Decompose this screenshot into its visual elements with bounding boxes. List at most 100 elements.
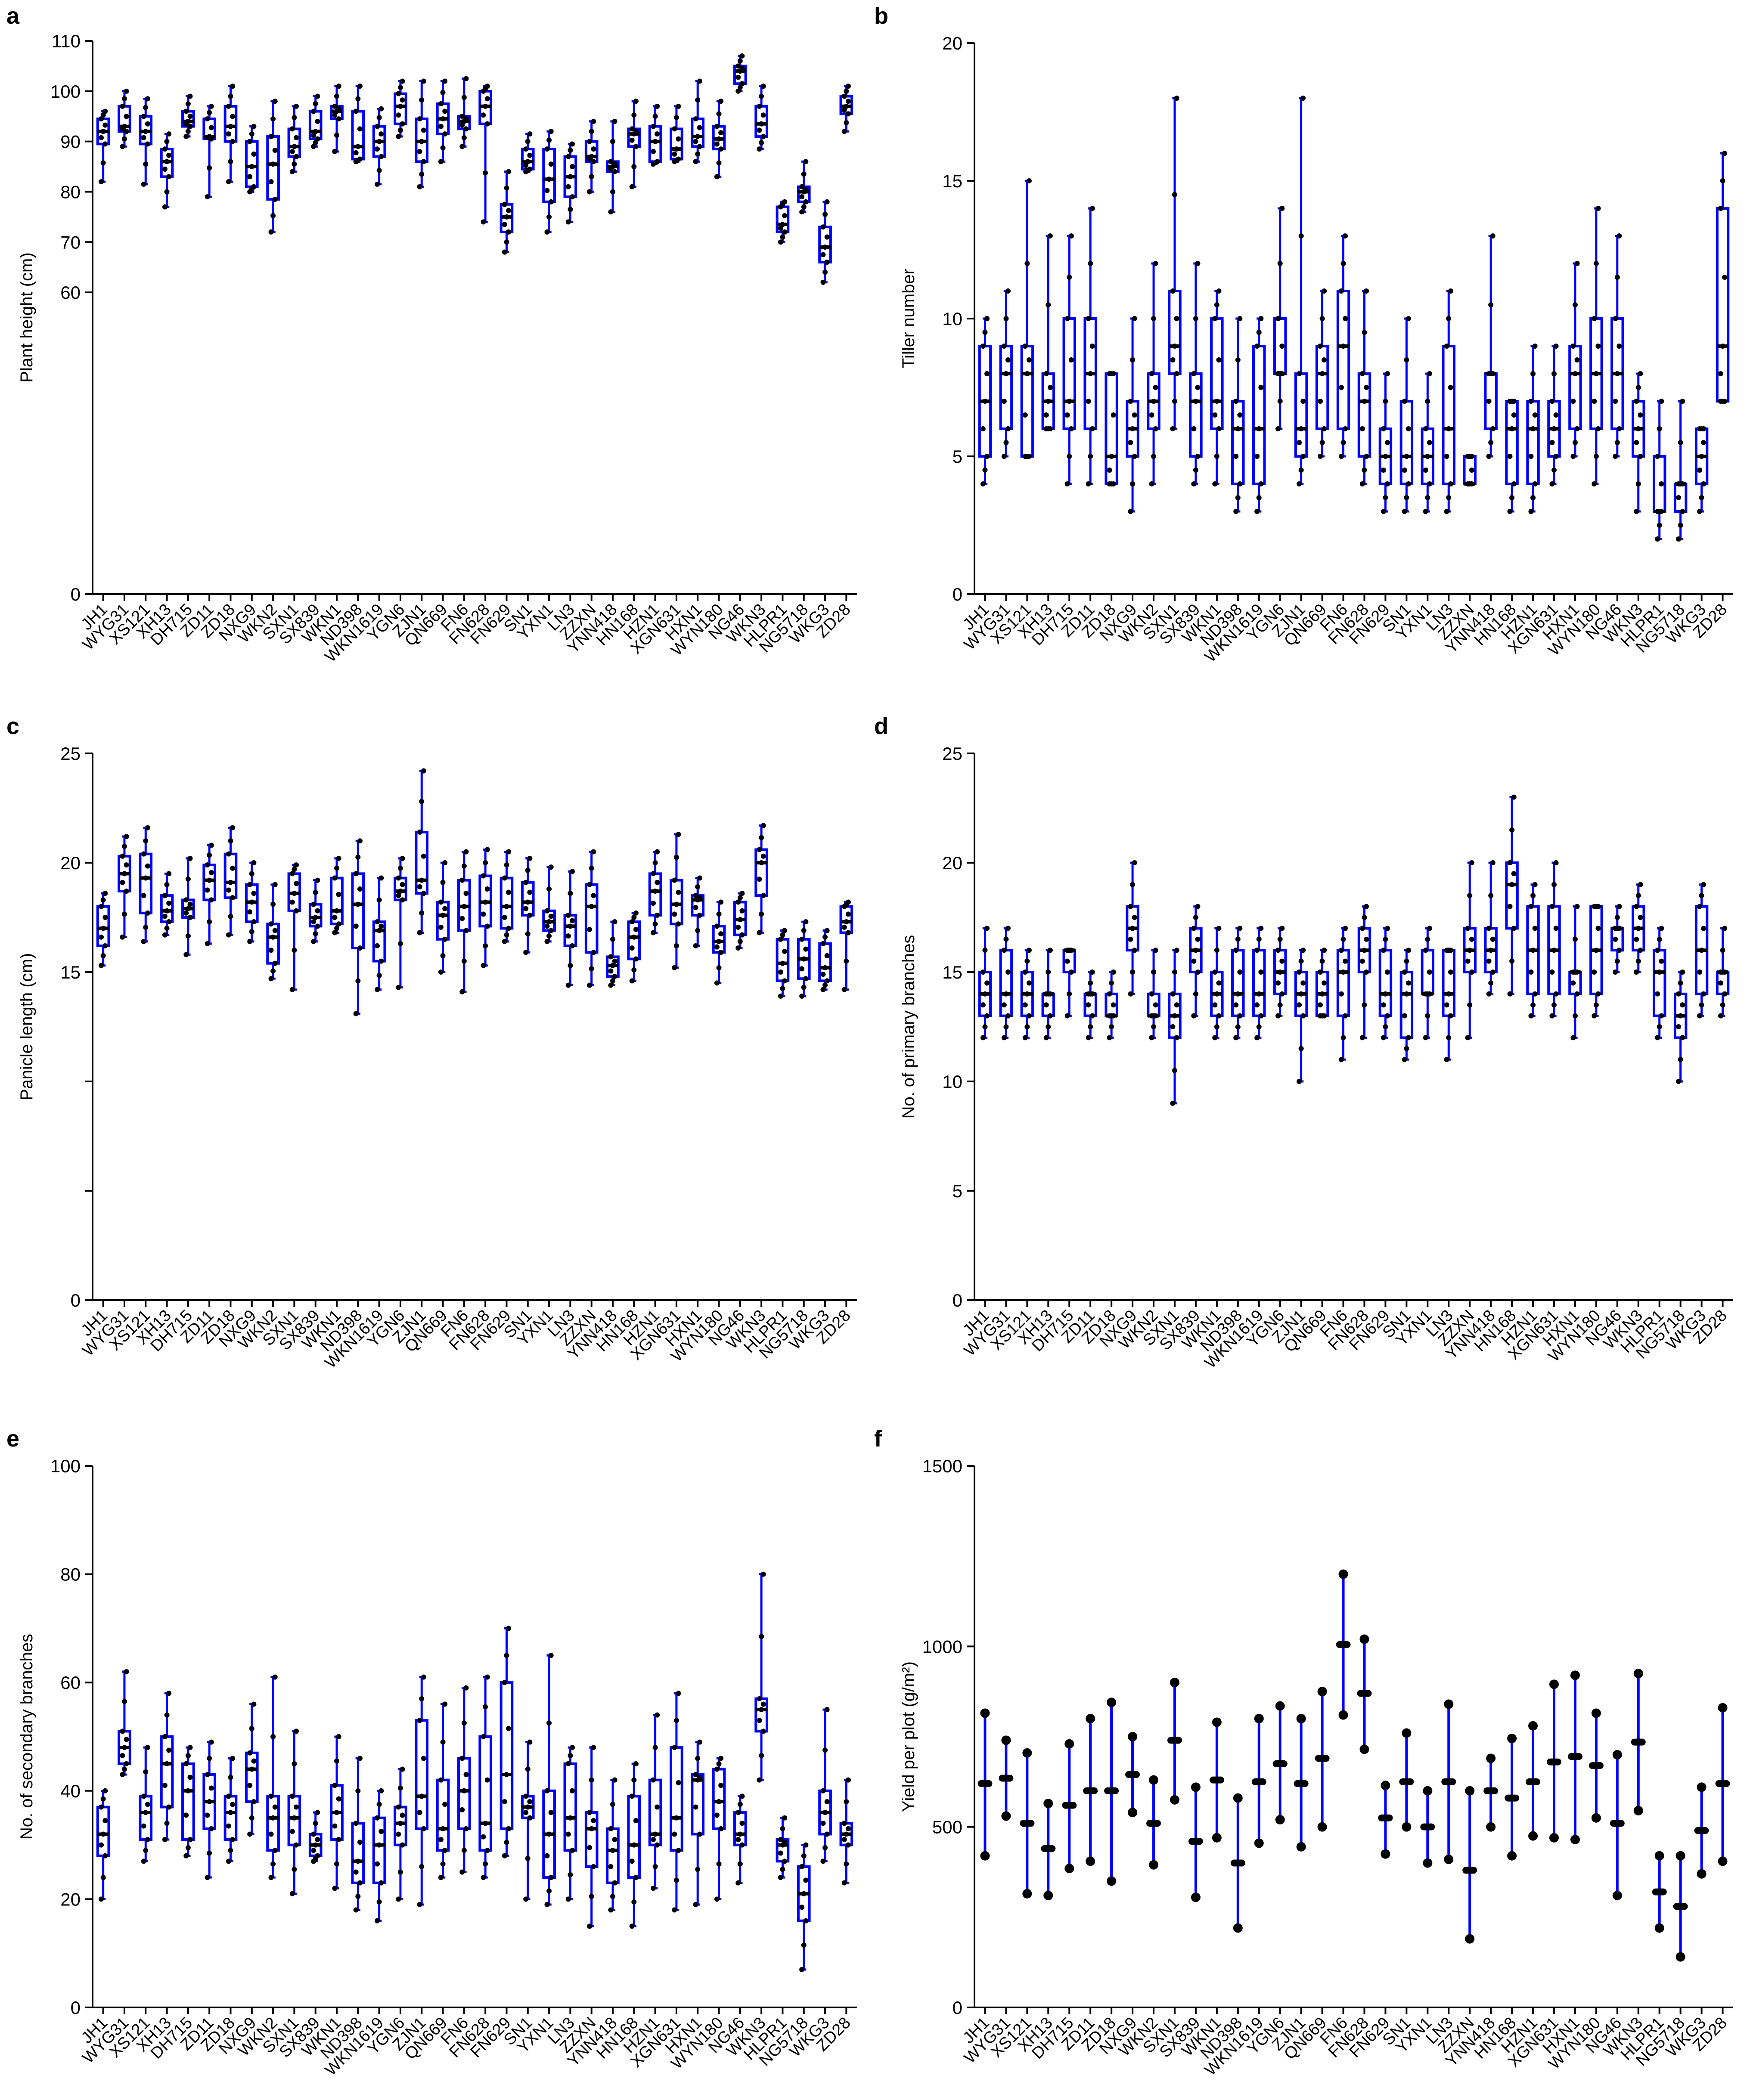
box-YXN1 bbox=[1421, 926, 1435, 1041]
data-point bbox=[1298, 958, 1304, 964]
data-point bbox=[548, 199, 554, 204]
data-point bbox=[376, 1842, 382, 1848]
data-point bbox=[650, 124, 656, 129]
data-point bbox=[673, 1877, 679, 1883]
data-point bbox=[1254, 509, 1260, 514]
data-point bbox=[102, 915, 108, 920]
data-point bbox=[1300, 399, 1306, 404]
box-LN3 bbox=[1442, 288, 1455, 514]
data-point bbox=[120, 934, 125, 940]
data-point bbox=[1212, 1035, 1218, 1041]
data-point bbox=[502, 201, 507, 207]
data-point bbox=[396, 893, 401, 898]
data-point bbox=[1638, 454, 1643, 459]
data-point bbox=[438, 969, 444, 975]
data-point bbox=[1423, 948, 1428, 953]
box-XS121 bbox=[139, 96, 153, 187]
data-point bbox=[1191, 481, 1197, 486]
data-point bbox=[1613, 399, 1618, 404]
box-YNN418 bbox=[606, 118, 620, 215]
data-point bbox=[1172, 344, 1177, 349]
data-point bbox=[228, 1848, 233, 1853]
data-point bbox=[1174, 316, 1179, 321]
data-point bbox=[652, 889, 658, 894]
range-SN1 bbox=[1399, 1728, 1414, 1832]
data-point bbox=[100, 1875, 106, 1880]
data-point bbox=[353, 1821, 359, 1826]
data-point bbox=[1359, 926, 1365, 931]
box-WKN1619 bbox=[1252, 316, 1266, 514]
data-point bbox=[1532, 926, 1538, 931]
data-point bbox=[1718, 206, 1723, 211]
data-point bbox=[1191, 926, 1197, 931]
data-point bbox=[228, 1775, 233, 1780]
data-point bbox=[463, 1826, 469, 1831]
data-point bbox=[1256, 1024, 1262, 1029]
data-point bbox=[1046, 1024, 1051, 1029]
data-point bbox=[980, 426, 986, 431]
box-WKG3 bbox=[818, 1707, 832, 1864]
y-tick-label: 20 bbox=[60, 853, 81, 873]
data-point bbox=[591, 1864, 596, 1869]
data-point bbox=[525, 867, 531, 873]
data-point bbox=[459, 144, 465, 149]
range-mid-marker bbox=[977, 1780, 993, 1787]
data-point bbox=[1322, 357, 1327, 362]
data-point bbox=[591, 1818, 596, 1823]
data-point bbox=[1634, 969, 1639, 975]
box-ZZXN bbox=[1463, 860, 1477, 1041]
box-HXN1 bbox=[1568, 904, 1582, 1041]
box-FN628 bbox=[478, 84, 492, 225]
data-point bbox=[1655, 536, 1660, 542]
data-point bbox=[100, 897, 106, 903]
data-point bbox=[1469, 936, 1474, 942]
data-point bbox=[544, 923, 550, 929]
data-point bbox=[1383, 936, 1388, 942]
data-point bbox=[1003, 1024, 1009, 1029]
data-point bbox=[120, 144, 125, 149]
data-point bbox=[143, 1810, 149, 1815]
data-point bbox=[546, 919, 552, 925]
data-point bbox=[1003, 316, 1009, 321]
data-point bbox=[417, 116, 422, 122]
data-point bbox=[1614, 371, 1620, 376]
box-iqr bbox=[1210, 317, 1224, 430]
range-max-point bbox=[1718, 1703, 1728, 1713]
data-point bbox=[673, 943, 679, 949]
data-point bbox=[984, 1013, 990, 1019]
data-point bbox=[780, 932, 785, 938]
data-point bbox=[1404, 958, 1409, 964]
data-point bbox=[1402, 509, 1407, 514]
data-point bbox=[612, 1777, 617, 1783]
data-point bbox=[1427, 481, 1432, 486]
data-point bbox=[1256, 495, 1262, 500]
data-point bbox=[1193, 399, 1198, 404]
range-mid-marker bbox=[1610, 1820, 1625, 1827]
data-point bbox=[1237, 412, 1243, 418]
data-point bbox=[845, 1826, 851, 1831]
data-point bbox=[527, 1799, 533, 1804]
data-point bbox=[695, 1756, 701, 1761]
data-point bbox=[247, 139, 253, 144]
data-point bbox=[1488, 302, 1494, 307]
data-point bbox=[693, 116, 698, 122]
data-point bbox=[780, 1826, 785, 1831]
box-LN3 bbox=[563, 1745, 577, 1902]
data-point bbox=[1362, 468, 1367, 473]
data-point bbox=[1043, 1002, 1049, 1008]
data-point bbox=[141, 1823, 146, 1829]
box-iqr bbox=[606, 1827, 620, 1884]
range-min-point bbox=[1128, 1808, 1138, 1818]
data-point bbox=[141, 1858, 146, 1864]
data-point bbox=[1381, 1002, 1386, 1008]
data-point bbox=[735, 924, 741, 930]
box-ZZXN bbox=[584, 118, 599, 195]
data-point bbox=[844, 1861, 849, 1867]
y-tick-label: 1500 bbox=[922, 1456, 962, 1476]
data-point bbox=[483, 1861, 488, 1867]
data-point bbox=[803, 919, 809, 925]
data-point bbox=[440, 912, 446, 918]
data-point bbox=[1507, 454, 1513, 459]
data-point bbox=[1572, 302, 1578, 307]
